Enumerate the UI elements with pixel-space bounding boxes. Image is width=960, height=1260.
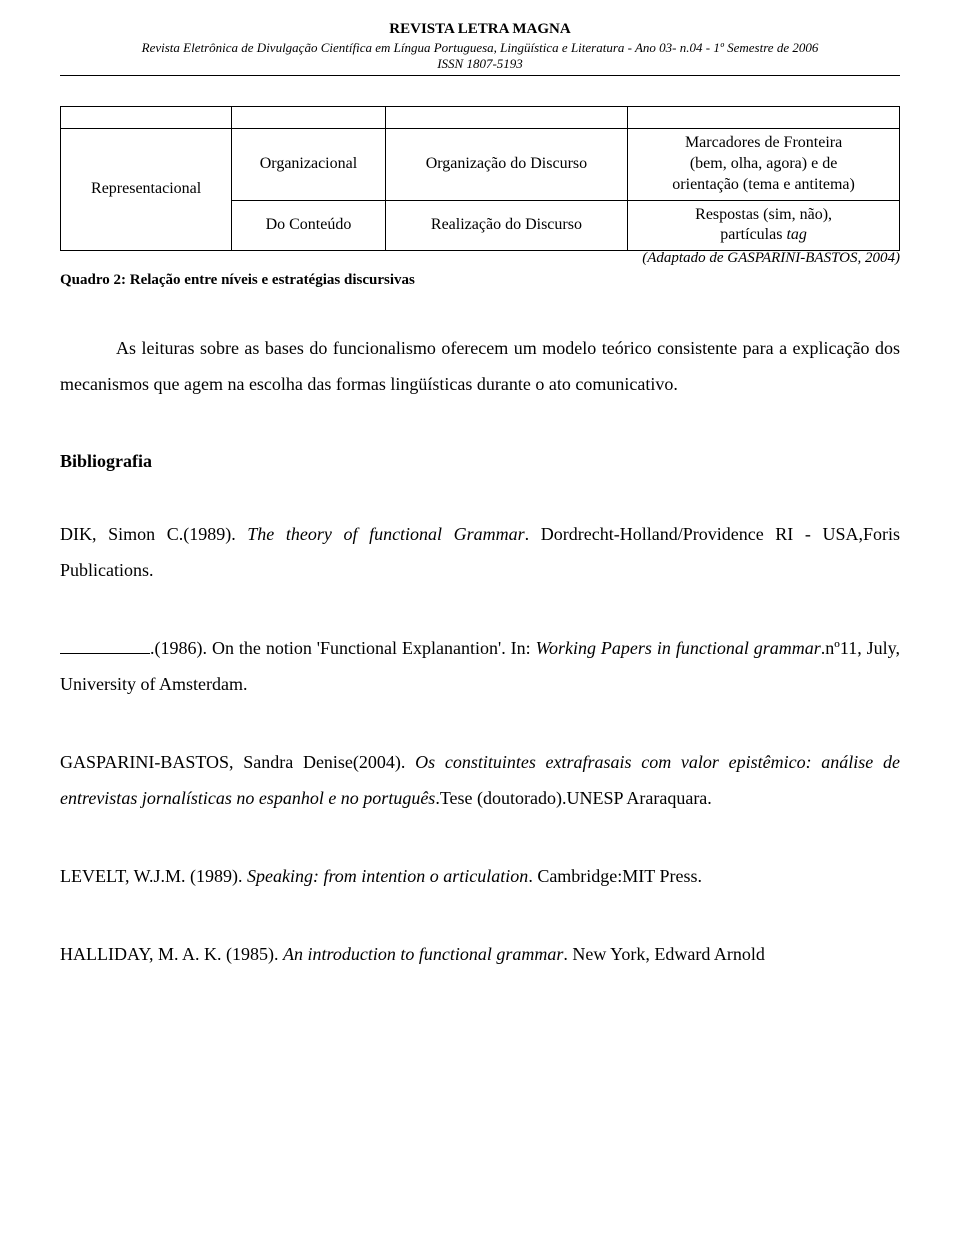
header-issn: ISSN 1807-5193 [60,56,900,73]
reference-entry: LEVELT, W.J.M. (1989). Speaking: from in… [60,858,900,894]
discourse-table: Representacional Organizacional Organiza… [60,106,900,251]
ref-title-italic: The theory of functional Grammar [247,524,524,544]
cell-text: partículas [720,226,786,243]
cell-organizacao-discurso: Organização do Discurso [385,129,627,200]
cell-organizacional: Organizacional [232,129,386,200]
ref-text: . New York, Edward Arnold [563,944,765,964]
paragraph-text: As leituras sobre as bases do funcionali… [60,338,900,394]
cell-realizacao-discurso: Realização do Discurso [385,200,627,251]
cell-line: (bem, olha, agora) e de [634,154,893,175]
reference-entry: DIK, Simon C.(1989). The theory of funct… [60,516,900,588]
header-title: REVISTA LETRA MAGNA [60,20,900,40]
cell-line: partículas tag [634,225,893,246]
cell-line: Marcadores de Fronteira [634,133,893,154]
cell-representacional: Representacional [61,129,232,251]
header-subtitle: Revista Eletrônica de Divulgação Científ… [60,40,900,57]
ref-text: .Tese (doutorado).UNESP Araraquara. [435,788,712,808]
reference-entry: .(1986). On the notion 'Functional Expla… [60,630,900,702]
page-header: REVISTA LETRA MAGNA Revista Eletrônica d… [60,20,900,76]
cell-marcadores: Marcadores de Fronteira (bem, olha, agor… [628,129,900,200]
ref-text: . Cambridge:MIT Press. [528,866,702,886]
ref-text: DIK, Simon C.(1989). [60,524,247,544]
cell-text-italic: tag [786,226,806,243]
ref-title-italic: Working Papers in functional grammar [536,638,821,658]
cell-line: Respostas (sim, não), [634,205,893,226]
ref-title-italic: An introduction to functional grammar [283,944,563,964]
table-caption: Quadro 2: Relação entre níveis e estraté… [60,271,900,291]
ref-title-italic: Speaking: from intention o articulation [247,866,528,886]
ref-text: .(1986). On the notion 'Functional Expla… [150,638,536,658]
cell-line: orientação (tema e antitema) [634,175,893,196]
ref-text: GASPARINI-BASTOS, Sandra Denise(2004). [60,752,415,772]
reference-entry: HALLIDAY, M. A. K. (1985). An introducti… [60,936,900,972]
bibliography-heading: Bibliografia [60,450,900,473]
cell-conteudo: Do Conteúdo [232,200,386,251]
ref-text: HALLIDAY, M. A. K. (1985). [60,944,283,964]
reference-entry: GASPARINI-BASTOS, Sandra Denise(2004). O… [60,744,900,816]
table-adaptation-note: (Adaptado de GASPARINI-BASTOS, 2004) [60,249,900,269]
cell-respostas: Respostas (sim, não), partículas tag [628,200,900,251]
table-row [61,107,900,129]
author-dash [60,653,150,654]
table-row: Representacional Organizacional Organiza… [61,129,900,200]
body-paragraph: As leituras sobre as bases do funcionali… [60,330,900,402]
ref-text: LEVELT, W.J.M. (1989). [60,866,247,886]
